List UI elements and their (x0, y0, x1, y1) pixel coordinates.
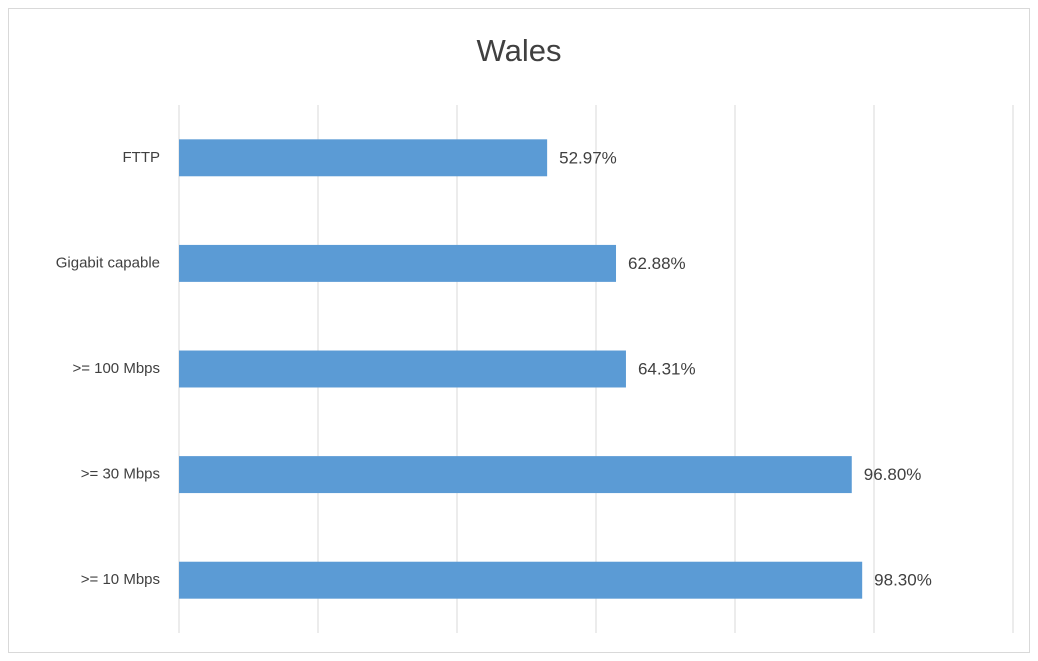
data-label: 98.30% (874, 571, 932, 590)
y-tick-label: >= 30 Mbps (81, 466, 160, 483)
chart-title: Wales (477, 33, 562, 68)
bar (179, 561, 863, 599)
y-tick-label: >= 100 Mbps (72, 360, 160, 377)
bar (179, 244, 617, 282)
chart-border (8, 8, 1030, 653)
y-tick-label: FTTP (123, 149, 161, 166)
data-label: 64.31% (638, 359, 696, 378)
y-tick-label: Gigabit capable (56, 254, 160, 271)
data-label: 96.80% (864, 465, 922, 484)
data-label: 62.88% (628, 254, 686, 273)
bar (179, 456, 852, 494)
data-label: 52.97% (559, 148, 617, 167)
bar (179, 139, 548, 177)
y-tick-label: >= 10 Mbps (81, 571, 160, 588)
bar (179, 350, 626, 388)
